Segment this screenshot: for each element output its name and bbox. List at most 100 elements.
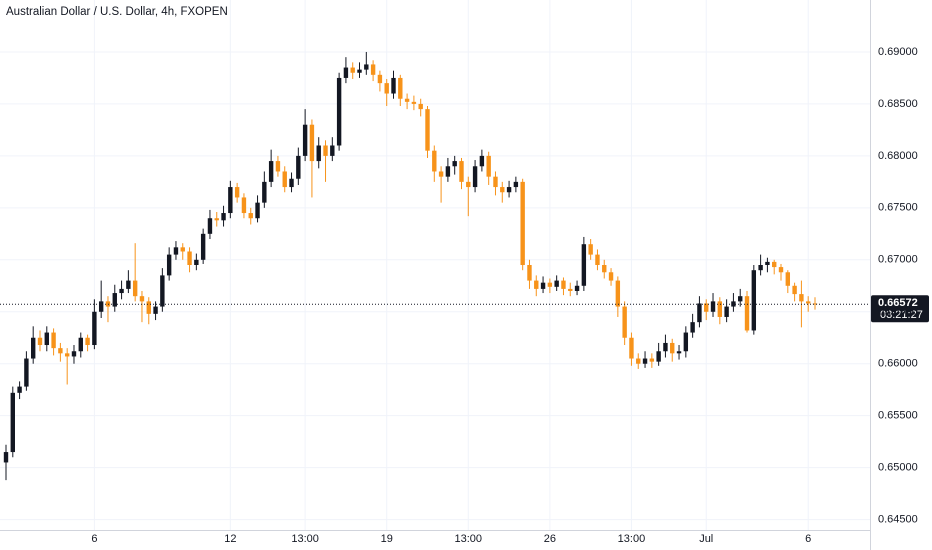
candle-body [126,280,131,289]
candle-body [778,267,784,273]
candle-body [540,282,546,289]
candle-body [105,301,111,307]
candle-body [547,282,553,287]
candle-body [432,150,437,172]
candle-body [581,244,587,286]
x-tick-label: 13:00 [291,533,319,545]
candle-body [370,64,376,75]
candle-body [636,358,641,364]
candle-body [85,337,90,346]
candle-body [506,187,512,193]
candle-body [561,280,566,289]
candle-body [92,311,97,346]
candle-body [608,272,614,281]
candle-body [330,145,335,156]
y-tick-label: 0.67000 [878,254,918,266]
candle-body [316,145,321,162]
candle-body [336,77,342,146]
candle-body [51,332,56,349]
candle-body [663,342,668,352]
candle-body [554,280,559,287]
candle-body [486,155,491,177]
candle-body [656,351,661,362]
y-tick-label: 0.66000 [878,358,918,370]
candle-body [534,280,539,289]
candle-body [459,161,464,182]
candle-body [452,161,457,167]
y-tick-label: 0.68500 [878,98,918,110]
candle-body [676,351,682,354]
candle-body [132,280,138,297]
candle-body [493,176,498,188]
candle-body [806,301,811,304]
candle-body [391,77,396,94]
candle-body [146,301,151,314]
candle-body [500,187,505,193]
candle-body [187,251,192,265]
candle-body [398,77,403,99]
x-tick-label: Jul [699,533,713,545]
candle-body [520,181,525,265]
candle-body [425,109,430,151]
candle-body [574,285,580,291]
candle-body [710,301,716,312]
candle-body [615,280,621,307]
candle-body [792,285,797,295]
candle-body [323,145,328,156]
candle-body [649,358,655,362]
candle-body [160,275,165,307]
candle-body [411,101,417,104]
candle-body [3,452,9,463]
candle-body [64,353,70,357]
candle-body [738,296,743,302]
candle-body [241,197,247,214]
y-tick-label: 0.64500 [878,514,918,526]
y-tick-label: 0.65000 [878,462,918,474]
candle-body [98,301,104,312]
candle-body [282,171,287,188]
candle-body [302,124,308,156]
y-tick-label: 0.68000 [878,150,918,162]
candle-body [17,386,22,393]
candle-body [37,337,43,346]
candle-body [812,303,818,305]
candle-body [309,124,315,162]
x-tick-label: 12 [224,533,236,545]
candle-body [262,181,267,203]
candle-body [44,332,49,346]
candle-body [78,337,83,352]
last-price-box [871,295,929,323]
candle-body [173,247,179,255]
candle-body [772,261,777,268]
candle-body [513,181,519,188]
last-price-label: 0.66572 [878,297,918,309]
candle-body [268,161,274,182]
y-tick-label: 0.65500 [878,410,918,422]
candle-body [445,166,451,177]
candle-body [357,69,362,73]
candle-body [296,155,301,179]
y-tick-label: 0.69000 [878,46,918,58]
candles [3,51,818,481]
candle-body [30,337,36,359]
candle-body [629,337,634,359]
candle-body [377,74,383,84]
candle-body [622,306,627,338]
candle-body [744,296,750,331]
candle-body [364,64,369,70]
candle-body [119,288,124,294]
countdown-label: 03:21:27 [880,309,923,321]
candle-body [724,306,729,317]
candle-body [472,166,478,188]
candle-body [690,322,695,333]
x-tick-label: 26 [544,533,556,545]
x-tick-label: 13:00 [618,533,646,545]
candle-body [112,293,117,307]
candle-body [479,155,485,167]
candle-body [248,213,253,219]
candle-body [10,392,15,453]
candle-body [24,358,29,387]
candle-body [588,244,593,255]
candle-body [194,259,199,265]
